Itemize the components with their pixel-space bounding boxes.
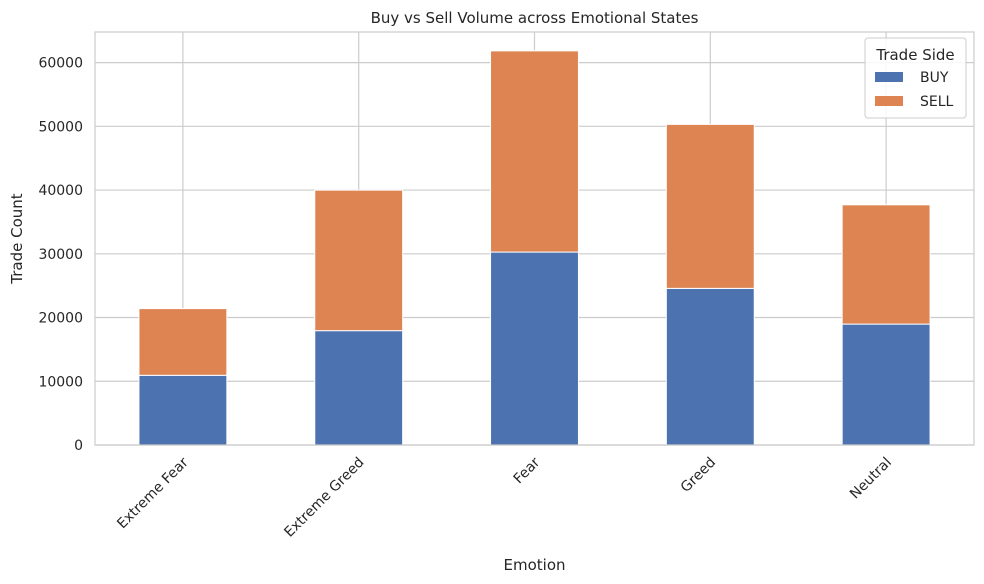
legend-label-sell: SELL: [920, 94, 954, 110]
y-tick-label: 20000: [38, 311, 83, 327]
x-axis-label: Emotion: [504, 556, 566, 574]
y-axis-label: Trade Count: [8, 193, 26, 284]
x-tick-label: Fear: [511, 454, 544, 487]
bar-sell-extreme-greed: [314, 189, 404, 332]
y-tick-label: 10000: [38, 374, 83, 390]
x-tick-label: Extreme Greed: [281, 455, 367, 541]
x-tick-label: Neutral: [847, 455, 895, 503]
legend-swatch-buy: [875, 72, 903, 82]
chart-title: Buy vs Sell Volume across Emotional Stat…: [371, 9, 699, 27]
bar-sell-fear: [490, 50, 579, 253]
plot-frame: [94, 31, 975, 446]
bar-buy-extreme-fear: [138, 374, 228, 446]
bar-buy-extreme-greed: [314, 330, 404, 446]
legend-swatch-sell: [875, 96, 903, 106]
legend: Trade Side BUY SELL: [864, 37, 967, 119]
x-tick-label: Extreme Fear: [114, 454, 192, 532]
bar-sell-extreme-fear: [138, 308, 228, 376]
bar-buy-greed: [665, 287, 755, 446]
legend-label-buy: BUY: [920, 70, 949, 86]
bar-buy-fear: [490, 251, 579, 446]
bars: [138, 50, 931, 446]
bar-sell-greed: [665, 123, 755, 289]
bar-buy-neutral: [841, 323, 931, 446]
y-tick-label: 30000: [38, 247, 83, 263]
x-tick-label: Greed: [678, 455, 719, 496]
y-tick-label: 50000: [38, 119, 83, 135]
y-axis-ticks: 0 10000 20000 30000 40000 50000 60000: [38, 56, 83, 454]
y-tick-label: 60000: [38, 56, 83, 72]
y-tick-label: 40000: [38, 183, 83, 199]
legend-title: Trade Side: [875, 46, 954, 64]
bar-sell-neutral: [841, 204, 931, 325]
y-tick-label: 0: [74, 438, 83, 454]
x-axis-ticks: Extreme Fear Extreme Greed Fear Greed Neutra…: [114, 454, 895, 540]
